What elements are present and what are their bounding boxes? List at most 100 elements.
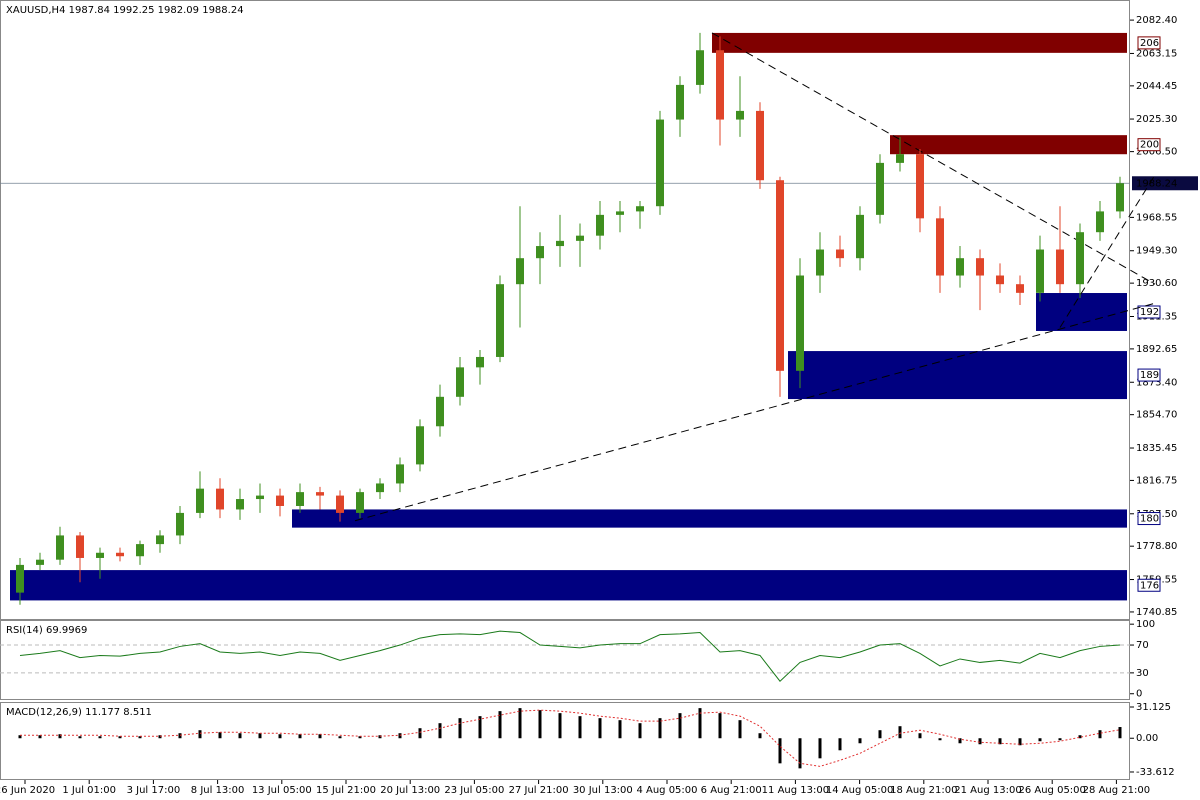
y-tick-label: 1816.75 <box>1136 475 1177 486</box>
zone-price-label: 176 <box>1140 580 1159 591</box>
y-tick-label: -33.612 <box>1136 767 1175 778</box>
candle-body <box>416 426 424 465</box>
candle-body <box>16 564 24 593</box>
candle-body <box>636 206 644 212</box>
candle-body <box>356 492 364 513</box>
candle-body <box>856 214 864 259</box>
zone <box>10 570 1127 601</box>
zone-price-box <box>1137 305 1161 319</box>
y-tick-label: 1930.60 <box>1136 278 1177 289</box>
candle-body <box>976 258 984 276</box>
x-tick-label: 21 Aug 13:00 <box>954 785 1021 796</box>
x-tick-label: 30 Jul 13:00 <box>573 785 633 796</box>
x-tick-label: 27 Jul 21:00 <box>509 785 569 796</box>
candle-body <box>516 258 524 285</box>
candle-body <box>736 110 744 120</box>
y-tick-label: 1835.45 <box>1136 443 1177 454</box>
zone-price-box <box>1137 36 1161 50</box>
candle-body <box>256 495 264 500</box>
candle-body <box>476 356 484 368</box>
panel-title: XAUUSD,H4 1987.84 1992.25 1982.09 1988.2… <box>6 5 244 16</box>
candle-body <box>56 535 64 560</box>
candle-body <box>596 214 604 236</box>
candle-body <box>836 249 844 259</box>
zone-price-label: 180 <box>1140 514 1159 525</box>
y-tick-label: 30 <box>1136 668 1149 679</box>
candle-body <box>136 544 144 557</box>
y-tick-label: 1873.40 <box>1136 377 1177 388</box>
candle-body <box>796 275 804 371</box>
candle-body <box>1096 211 1104 233</box>
y-tick-label: 2082.40 <box>1136 15 1177 26</box>
candle-body <box>296 492 304 506</box>
candle-body <box>116 552 124 557</box>
zone-price-box <box>1137 368 1161 382</box>
x-tick-label: 13 Jul 05:00 <box>252 785 312 796</box>
y-tick-label: 1778.80 <box>1136 541 1177 552</box>
candle-body <box>936 218 944 276</box>
candle-body <box>996 275 1004 285</box>
zone-price-box <box>1137 578 1161 592</box>
candle-body <box>676 84 684 120</box>
x-tick-label: 6 Aug 21:00 <box>701 785 762 796</box>
signal-line <box>20 709 1121 767</box>
zone-price-box <box>1137 512 1161 526</box>
y-tick-label: 2044.45 <box>1136 81 1177 92</box>
zone <box>890 135 1127 155</box>
candle-body <box>96 552 104 558</box>
trend-line <box>354 302 1156 522</box>
candle-body <box>236 499 244 510</box>
y-tick-label: 2063.15 <box>1136 48 1177 59</box>
x-tick-label: 4 Aug 05:00 <box>636 785 697 796</box>
candle-body <box>556 240 564 247</box>
candle-body <box>376 483 384 493</box>
trend-line <box>711 32 1156 285</box>
candle-body <box>776 180 784 371</box>
candle-body <box>316 492 324 496</box>
y-tick-label: 1949.30 <box>1136 246 1177 257</box>
x-tick-label: 14 Aug 05:00 <box>826 785 893 796</box>
candle-body <box>756 110 764 181</box>
panel-frame <box>0 0 1130 620</box>
candle-body <box>656 119 664 207</box>
zone-price-label: 200 <box>1140 140 1159 151</box>
y-tick-label: 70 <box>1136 640 1149 651</box>
candle-body <box>696 50 704 85</box>
candle-body <box>896 154 904 163</box>
zone-price-box <box>1137 138 1161 152</box>
candle-body <box>876 162 884 215</box>
panel-title: MACD(12,26,9) 11.177 8.511 <box>6 707 152 718</box>
rsi-line <box>19 630 1121 682</box>
trend-line <box>1059 174 1156 328</box>
x-tick-label: 3 Jul 17:00 <box>127 785 181 796</box>
zone <box>1036 293 1127 331</box>
candle-body <box>276 495 284 506</box>
candle-body <box>496 284 504 357</box>
candle-body <box>1016 284 1024 293</box>
x-tick-label: 15 Jul 21:00 <box>316 785 376 796</box>
zone <box>788 351 1127 400</box>
zone-price-label: 189 <box>1140 370 1159 381</box>
zone <box>292 509 1127 528</box>
y-tick-label: 1740.85 <box>1136 607 1177 618</box>
candle-body <box>336 495 344 513</box>
x-tick-label: 28 Aug 21:00 <box>1083 785 1150 796</box>
zone <box>712 32 1127 53</box>
current-price-box <box>1132 176 1198 191</box>
x-tick-label: 26 Aug 05:00 <box>1018 785 1085 796</box>
x-tick-label: 20 Jul 13:00 <box>380 785 440 796</box>
candle-body <box>156 535 164 545</box>
candle-body <box>436 396 444 427</box>
candle-body <box>536 246 544 259</box>
panel-frame <box>0 702 1130 780</box>
candle-body <box>1036 249 1044 293</box>
candle-body <box>1076 232 1084 285</box>
y-tick-label: 1854.70 <box>1136 410 1177 421</box>
panel-frame <box>0 620 1130 700</box>
current-price-label: 1988.24 <box>1136 178 1177 189</box>
candle-body <box>396 464 404 484</box>
candle-body <box>576 235 584 241</box>
candle-body <box>956 258 964 276</box>
